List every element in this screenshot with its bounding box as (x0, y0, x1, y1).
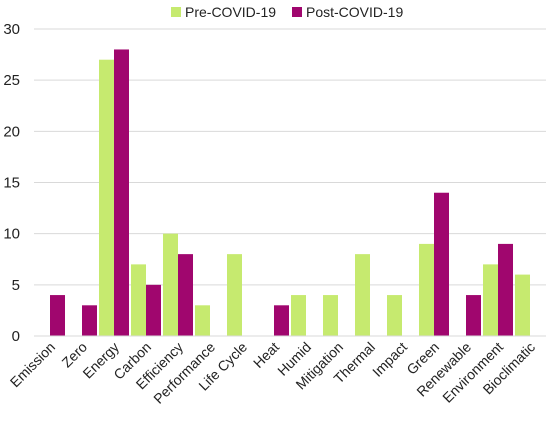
bar-pre-covid-19-carbon (131, 264, 146, 336)
bar-post-covid-19-renewable (466, 295, 481, 336)
bar-post-covid-19-emission (50, 295, 65, 336)
x-tick-label: Impact (369, 339, 410, 380)
bar-post-covid-19-efficiency (178, 254, 193, 336)
y-tick-label: 15 (3, 175, 20, 192)
bar-pre-covid-19-efficiency (163, 233, 178, 336)
chart-legend: Pre-COVID-19 Post-COVID-19 (171, 4, 403, 20)
y-tick-label: 25 (3, 72, 20, 89)
bar-pre-covid-19-energy (99, 59, 114, 336)
y-tick-label: 5 (12, 277, 20, 294)
y-tick-label: 20 (3, 123, 20, 140)
y-tick-label: 0 (12, 328, 20, 345)
y-tick-label: 10 (3, 226, 20, 243)
bar-post-covid-19-green (434, 192, 449, 336)
bar-post-covid-19-carbon (146, 284, 161, 336)
x-tick-label: Emission (7, 339, 58, 390)
bar-pre-covid-19-performance (195, 305, 210, 336)
legend-label: Pre-COVID-19 (185, 4, 276, 20)
bar-pre-covid-19-bioclimatic (515, 274, 530, 336)
bar-pre-covid-19-humid (291, 295, 306, 336)
legend-swatch (171, 7, 181, 17)
bar-post-covid-19-energy (114, 49, 129, 336)
bar-pre-covid-19-green (419, 243, 434, 336)
y-axis-ticks: 0 5 10 15 20 25 30 (3, 21, 20, 345)
bar-pre-covid-19-thermal (355, 254, 370, 336)
bar-pre-covid-19-life-cycle (227, 254, 242, 336)
bar-post-covid-19-environment (498, 243, 513, 336)
bar-post-covid-19-heat (274, 305, 289, 336)
bar-pre-covid-19-environment (483, 264, 498, 336)
bar-pre-covid-19-impact (387, 295, 402, 336)
bar-post-covid-19-zero (82, 305, 97, 336)
legend-label: Post-COVID-19 (306, 4, 403, 20)
y-tick-label: 30 (3, 21, 20, 38)
bar-series (50, 49, 530, 336)
bar-pre-covid-19-mitigation (323, 295, 338, 336)
legend-swatch (292, 7, 302, 17)
x-axis-ticks: Emission ZeroEnergyCarbonEfficiencyPerfor… (7, 339, 538, 407)
